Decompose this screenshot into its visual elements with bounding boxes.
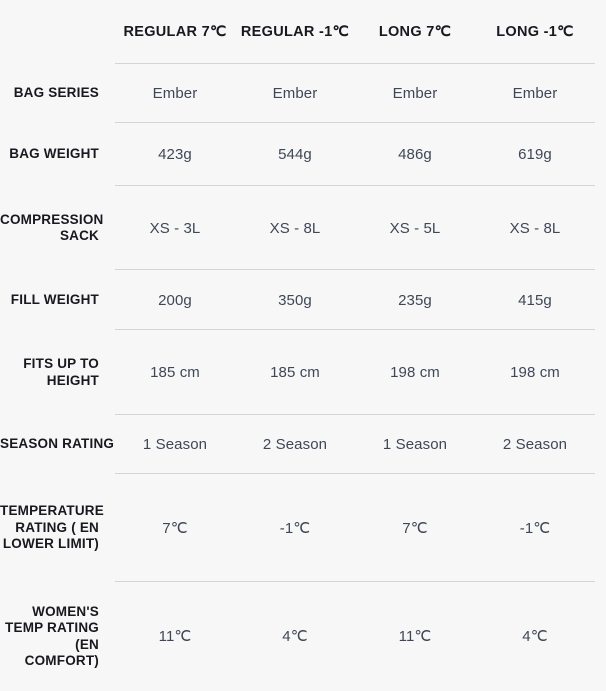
row-data-temperature-rating: 7℃ -1℃ 7℃ -1℃ [115, 474, 595, 582]
cell-womens-temp-regular-m1c: 4℃ [282, 628, 308, 645]
cell-compression-sack-long-m1c: XS - 8L [509, 219, 561, 237]
table-row-bag-series: BAG SERIES Ember Ember Ember Ember [0, 64, 606, 123]
cell-fits-height-long-m1c: 198 cm [510, 364, 560, 381]
cell-bag-series-regular-7c: Ember [152, 85, 198, 102]
cell-bag-series-long-7c: Ember [392, 85, 438, 102]
cell-bag-weight-regular-7c: 423g [158, 146, 192, 163]
row-label-fill-weight: FILL WEIGHT [10, 291, 99, 307]
table-row-bag-weight: BAG WEIGHT 423g 544g 486g 619g [0, 123, 606, 186]
cell-bag-weight-long-7c: 486g [398, 146, 432, 163]
row-data-fill-weight: 200g 350g 235g 415g [115, 270, 595, 330]
table-row-womens-temp-rating: WOMEN'S TEMP RATING (EN COMFORT) 11℃ 4℃ … [0, 582, 606, 691]
cell-temp-rating-regular-m1c: -1℃ [279, 519, 311, 537]
row-label-season-rating: SEASON RATING [0, 436, 115, 452]
column-header-regular-7c: REGULAR 7℃ [123, 23, 227, 40]
row-data-compression-sack: XS - 3L XS - 8L XS - 5L XS - 8L [115, 186, 595, 270]
row-label-womens-temp-rating: WOMEN'S TEMP RATING (EN COMFORT) [5, 603, 99, 669]
divider-below-bag-series [115, 122, 595, 123]
cell-womens-temp-long-m1c: 4℃ [522, 628, 548, 645]
row-label-bag-weight: BAG WEIGHT [9, 146, 99, 162]
cell-fill-weight-regular-m1c: 350g [278, 291, 312, 309]
divider-below-fill-weight [115, 329, 595, 330]
table-row-compression-sack: COMPRESSION SACK XS - 3L XS - 8L XS - 5L… [0, 186, 606, 270]
row-label-compression-sack: COMPRESSION SACK [0, 211, 104, 244]
cell-temp-rating-regular-7c: 7℃ [162, 519, 188, 537]
cell-bag-weight-regular-m1c: 544g [278, 146, 312, 163]
header-data-zone: REGULAR 7℃ REGULAR -1℃ LONG 7℃ LONG -1℃ [115, 0, 595, 64]
column-header-long-m1c: LONG -1℃ [496, 23, 574, 40]
cell-womens-temp-regular-7c: 11℃ [158, 628, 192, 645]
row-data-bag-series: Ember Ember Ember Ember [115, 64, 595, 123]
cell-compression-sack-regular-m1c: XS - 8L [269, 219, 321, 237]
table-row-fill-weight: FILL WEIGHT 200g 350g 235g 415g [0, 270, 606, 330]
cell-fill-weight-long-m1c: 415g [518, 291, 552, 309]
column-header-long-7c: LONG 7℃ [378, 23, 452, 40]
cell-temp-rating-long-m1c: -1℃ [519, 519, 551, 537]
divider-below-bag-weight [115, 185, 595, 186]
row-data-season-rating: 1 Season 2 Season 1 Season 2 Season [115, 415, 595, 474]
divider-below-temperature-rating [115, 581, 595, 582]
cell-bag-series-long-m1c: Ember [512, 85, 558, 102]
table-row-season-rating: SEASON RATING 1 Season 2 Season 1 Season… [0, 415, 606, 474]
row-label-fits-up-to-height: FITS UP TO HEIGHT [23, 356, 99, 388]
divider-below-season-rating [115, 473, 595, 474]
cell-fits-height-long-7c: 198 cm [390, 364, 440, 381]
divider-below-compression-sack [115, 269, 595, 270]
row-label-temperature-rating: TEMPERATURE RATING ( EN LOWER LIMIT) [0, 503, 104, 552]
cell-bag-weight-long-m1c: 619g [518, 146, 552, 163]
cell-season-rating-regular-7c: 1 Season [142, 436, 208, 453]
cell-womens-temp-long-7c: 11℃ [398, 628, 432, 645]
cell-fits-height-regular-m1c: 185 cm [270, 364, 320, 381]
column-header-regular-m1c: REGULAR -1℃ [240, 23, 350, 40]
cell-fill-weight-long-7c: 235g [398, 291, 432, 309]
cell-compression-sack-regular-7c: XS - 3L [149, 219, 201, 237]
cell-season-rating-long-7c: 1 Season [382, 436, 448, 453]
cell-temp-rating-long-7c: 7℃ [402, 519, 428, 537]
table-header-row: REGULAR 7℃ REGULAR -1℃ LONG 7℃ LONG -1℃ [0, 0, 606, 64]
row-data-bag-weight: 423g 544g 486g 619g [115, 123, 595, 186]
cell-bag-series-regular-m1c: Ember [272, 85, 318, 102]
divider-below-header [115, 63, 595, 64]
cell-season-rating-regular-m1c: 2 Season [262, 436, 328, 453]
row-label-bag-series: BAG SERIES [13, 85, 99, 101]
divider-below-fits-up-to-height [115, 414, 595, 415]
cell-compression-sack-long-7c: XS - 5L [389, 219, 441, 237]
cell-fits-height-regular-7c: 185 cm [150, 364, 200, 381]
table-row-fits-up-to-height: FITS UP TO HEIGHT 185 cm 185 cm 198 cm 1… [0, 330, 606, 415]
row-data-womens-temp-rating: 11℃ 4℃ 11℃ 4℃ [115, 582, 595, 691]
cell-season-rating-long-m1c: 2 Season [502, 436, 568, 453]
row-data-fits-up-to-height: 185 cm 185 cm 198 cm 198 cm [115, 330, 595, 415]
cell-fill-weight-regular-7c: 200g [158, 291, 192, 309]
table-row-temperature-rating: TEMPERATURE RATING ( EN LOWER LIMIT) 7℃ … [0, 474, 606, 582]
